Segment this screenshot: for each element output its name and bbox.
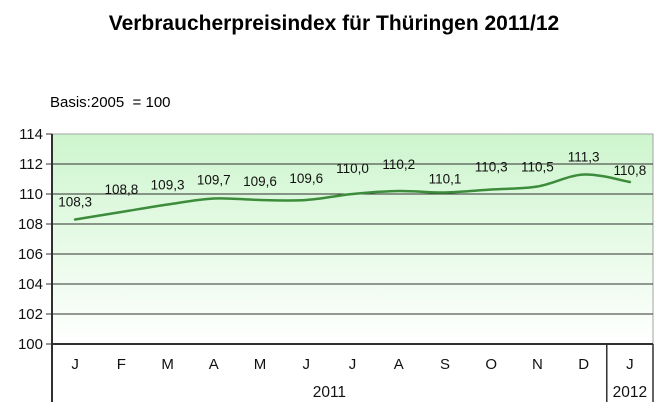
data-point-label: 110,5 [521,160,554,175]
month-label: J [626,356,634,373]
y-axis-tick-label: 108 [18,216,43,233]
data-point-label: 110,0 [336,161,369,176]
data-point-label: 108,3 [58,195,92,210]
data-point-label: 111,3 [568,150,600,165]
y-axis-tick-label: 110 [19,186,43,203]
year-label: 2011 [313,384,346,401]
month-label: A [209,356,219,373]
month-label: S [440,356,450,373]
month-label: M [161,356,174,373]
data-point-label: 110,8 [613,163,646,178]
month-label: F [117,356,126,373]
month-label: J [349,356,357,373]
data-point-label: 110,3 [475,160,508,175]
y-axis-tick-label: 106 [18,246,43,263]
y-axis-tick-label: 114 [19,126,43,143]
y-axis-tick-label: 112 [19,156,43,173]
year-label: 2012 [613,384,647,401]
month-label: O [485,356,497,373]
month-label: N [532,356,543,373]
month-label: J [303,356,311,373]
y-axis-tick-label: 104 [18,276,43,293]
series-line [73,173,632,221]
chart-title: Verbraucherpreisindex für Thüringen 2011… [108,12,560,35]
month-label: M [254,356,267,373]
basis-label: Basis:2005 = 100 [50,94,171,111]
data-point-label: 110,1 [429,172,462,187]
data-point-label: 109,3 [151,178,185,193]
data-point-label: 109,6 [243,174,277,189]
data-point-label: 109,6 [289,171,323,186]
data-point-label: 109,7 [197,173,231,188]
y-axis-tick-label: 102 [18,306,43,323]
month-label: J [71,356,79,373]
data-point-label: 110,2 [382,157,415,172]
month-label: A [394,356,404,373]
month-label: D [578,356,589,373]
data-point-label: 108,8 [104,182,138,197]
y-axis-tick-label: 100 [18,336,43,353]
plot-area [51,133,654,345]
